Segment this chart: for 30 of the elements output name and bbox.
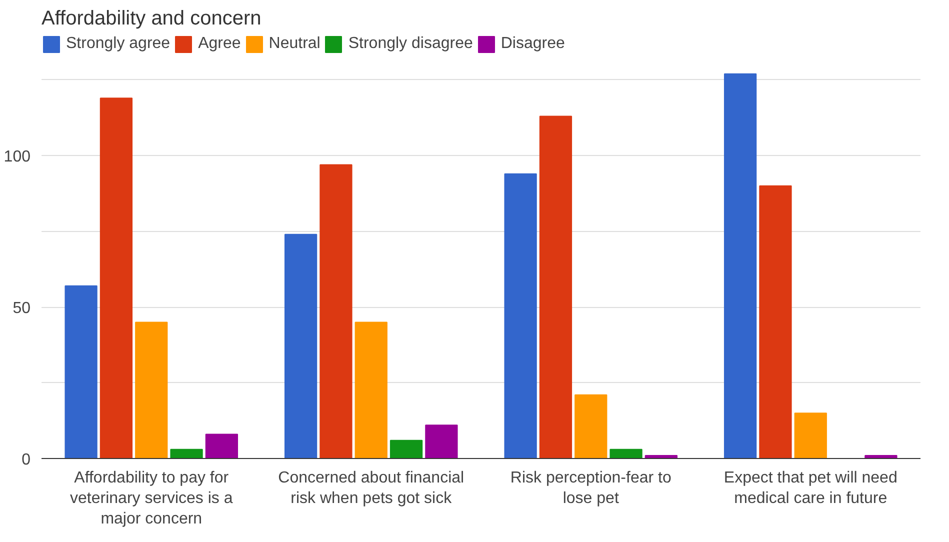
bar: [610, 448, 642, 458]
bar: [205, 434, 238, 458]
bar: [390, 440, 423, 458]
legend-label: Agree: [198, 35, 241, 53]
x-tick-label: Affordability to pay for veterinary services is a major concern: [70, 470, 233, 528]
bar: [64, 285, 98, 458]
bar: [794, 412, 827, 458]
bar: [759, 185, 792, 458]
chart-title: Affordability and concern: [42, 8, 262, 30]
bar: [284, 234, 318, 458]
legend-label: Disagree: [500, 35, 565, 53]
bar: [170, 448, 203, 458]
bar: [574, 394, 608, 458]
bar: [354, 322, 388, 458]
bar: [320, 164, 352, 458]
legend-label: Strongly disagree: [348, 35, 473, 53]
y-tick-label: 50: [12, 300, 31, 318]
bar: [724, 73, 757, 458]
x-tick-label: Risk perception-fear to lose pet: [510, 470, 672, 507]
bar: [425, 424, 458, 458]
bar: [504, 173, 537, 458]
x-tick-label: Concerned about financial risk when pets got sick: [278, 470, 464, 507]
legend-label: Strongly agree: [66, 35, 170, 53]
y-tick-label: 0: [22, 452, 31, 468]
y-tick-label: 100: [4, 148, 31, 166]
bar: [135, 322, 168, 458]
bar: [539, 116, 572, 458]
x-tick-label: Expect that pet will need medical care in future: [724, 470, 898, 507]
legend-label: Neutral: [268, 35, 320, 53]
bar: [100, 98, 133, 458]
